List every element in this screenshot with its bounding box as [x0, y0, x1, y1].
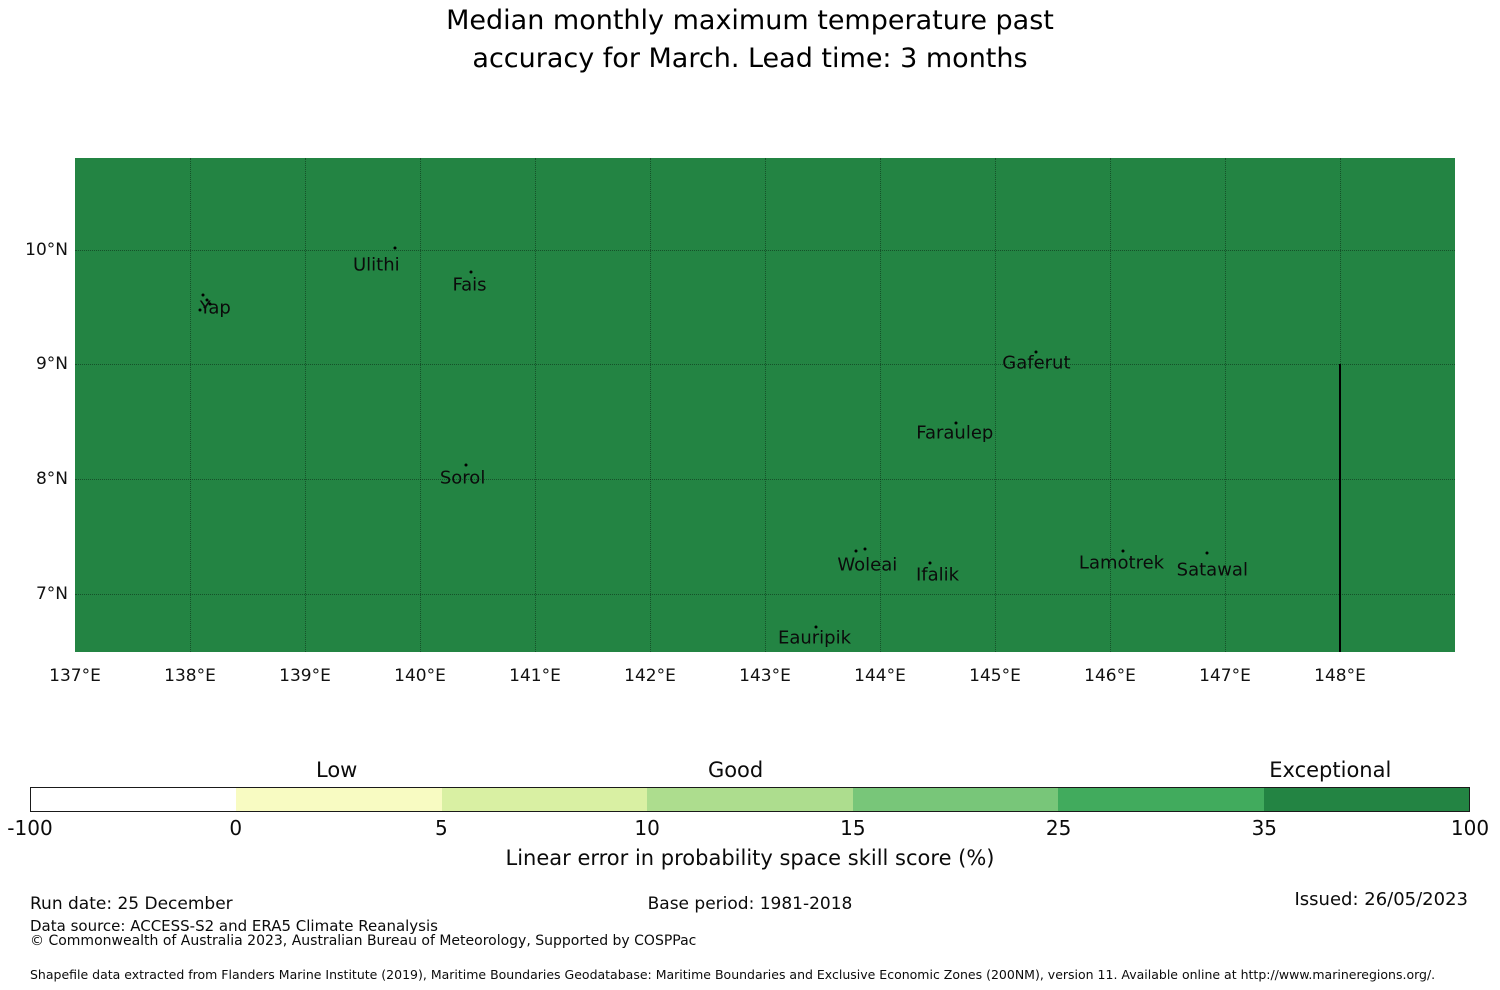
chart-title-line1: Median monthly maximum temperature past [446, 5, 1054, 36]
island-label: Satawal [1176, 559, 1248, 580]
colorbar-segment [1263, 788, 1469, 811]
x-tick-label: 141°E [509, 666, 561, 686]
x-tick-label: 145°E [969, 666, 1021, 686]
base-period-text: Base period: 1981-2018 [647, 894, 853, 914]
colorbar-segment [1058, 788, 1264, 811]
gridline-vertical [995, 158, 996, 652]
island-dot [1205, 551, 1209, 555]
colorbar [30, 787, 1470, 812]
island-dot [954, 421, 958, 425]
colorbar-segment [647, 788, 853, 811]
island-label: Yap [199, 297, 231, 319]
map-area: Yap Ulithi Fais Sorol Gaferut Faraulep Woleai I… [75, 158, 1455, 652]
island-dot [1121, 549, 1125, 553]
gridline-vertical [305, 158, 306, 652]
colorbar-tick-label: 35 [1251, 816, 1278, 840]
colorbar-segment [441, 788, 648, 811]
colorbar-tick-label: 15 [840, 816, 866, 840]
y-tick-label: 9°N [35, 354, 68, 375]
colorbar-tick-label: 5 [435, 816, 448, 840]
colorbar-tick-label: -100 [7, 816, 53, 840]
gridline-vertical [1225, 158, 1226, 652]
island-dot [928, 561, 931, 565]
gridline-horizontal [75, 364, 1455, 366]
gridline-vertical [535, 158, 536, 652]
gridline-vertical [190, 158, 191, 652]
island-dot [464, 463, 468, 467]
colorbar-axis-label: Linear error in probability space skill … [505, 846, 995, 870]
colorbar-segment [31, 788, 237, 811]
x-tick-label: 142°E [624, 666, 676, 686]
gridline-vertical [1110, 158, 1111, 652]
island-label: Ifalik [915, 564, 960, 586]
chart-title-line2: accuracy for March. Lead time: 3 months [472, 43, 1028, 74]
island-dot [1034, 350, 1038, 354]
x-tick-label: 138°E [164, 666, 216, 686]
island-dot [208, 302, 211, 306]
data-source-text: Data source: ACCESS-S2 and ERA5 Climate … [30, 917, 438, 935]
island-label: Lamotrek [1078, 552, 1165, 574]
island-dot [393, 246, 397, 250]
colorbar-category-label: Exceptional [1269, 758, 1392, 782]
colorbar-category-label: Low [316, 758, 358, 782]
island-label: Eauripik [777, 627, 852, 649]
gridline-vertical [765, 158, 766, 652]
colorbar-category-label: Good [707, 758, 764, 782]
gridline-horizontal [75, 593, 1455, 595]
y-tick-label: 10°N [25, 239, 68, 260]
island-dot [863, 547, 867, 551]
island-dot [814, 625, 818, 629]
island-dot [854, 549, 858, 553]
y-tick-label: 7°N [35, 583, 68, 604]
y-tick-label: 8°N [35, 468, 68, 489]
island-label: Gaferut [1002, 352, 1071, 374]
copyright-text: © Commonwealth of Australia 2023, Austra… [30, 933, 697, 949]
island-dot [198, 308, 202, 312]
colorbar-segment [852, 788, 1059, 811]
gridline-vertical [420, 158, 421, 652]
gridline-horizontal [75, 478, 1455, 480]
island-label: Sorol [439, 467, 486, 489]
gridline-horizontal [75, 249, 1455, 251]
colorbar-segment [236, 788, 442, 811]
shapefile-note: Shapefile data extracted from Flanders M… [30, 967, 1436, 982]
island-dot [201, 293, 205, 297]
x-tick-label: 137°E [49, 666, 101, 686]
colorbar-tick-label: 25 [1045, 816, 1072, 840]
colorbar-tick-label: 0 [229, 816, 243, 840]
x-tick-label: 140°E [394, 666, 446, 686]
island-dot [469, 270, 473, 274]
island-label: Faraulep [916, 422, 994, 444]
colorbar-tick-label: 10 [634, 816, 660, 840]
run-date-text: Run date: 25 December [30, 894, 233, 914]
x-tick-label: 146°E [1084, 666, 1136, 686]
island-label: Woleai [837, 554, 898, 576]
gridline-vertical [880, 158, 881, 652]
x-tick-label: 144°E [854, 666, 906, 686]
x-tick-label: 139°E [279, 666, 331, 686]
chart-title: Median monthly maximum temperature past … [0, 2, 1500, 78]
issued-text: Issued: 26/05/2023 [1294, 889, 1468, 910]
island-label: Ulithi [352, 254, 400, 276]
island-dot [205, 298, 209, 302]
colorbar-tick-label: 100 [1450, 816, 1490, 840]
island-dot [203, 305, 207, 309]
x-tick-label: 148°E [1314, 666, 1366, 686]
eez-boundary-line [1339, 364, 1341, 652]
x-tick-label: 147°E [1199, 666, 1251, 686]
island-label: Fais [452, 274, 487, 296]
gridline-vertical [650, 158, 651, 652]
x-tick-label: 143°E [739, 666, 791, 686]
